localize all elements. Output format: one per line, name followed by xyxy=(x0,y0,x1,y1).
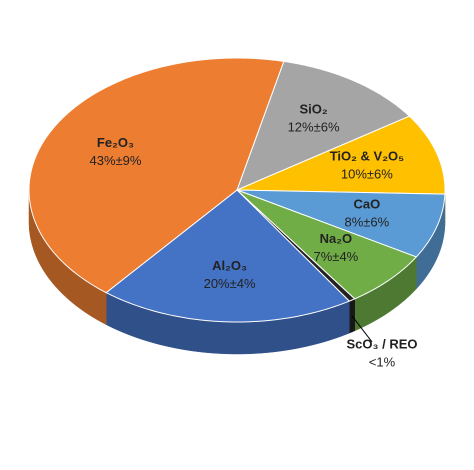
slice xyxy=(28,57,285,294)
slice-label: ScO₃ / REO xyxy=(346,336,417,351)
value-label: 20%±4% xyxy=(204,276,256,291)
slice-label: TiO₂ & V₂O₅ xyxy=(330,149,404,164)
slice xyxy=(236,115,446,195)
value-label: 12%±6% xyxy=(288,120,340,135)
value-label: 10%±6% xyxy=(341,167,393,182)
slice-label: SiO₂ xyxy=(299,102,327,117)
slice-label: Fe₂O₃ xyxy=(97,135,134,150)
slice xyxy=(236,189,418,300)
slice-label: CaO xyxy=(354,196,381,211)
slice xyxy=(236,189,446,258)
value-label: 43%±9% xyxy=(89,153,141,168)
slice-label: Al₂O₃ xyxy=(212,258,247,273)
slice xyxy=(105,189,351,323)
slice-label: Na₂O xyxy=(320,231,353,246)
value-label: 7%±4% xyxy=(314,249,359,264)
slice-side xyxy=(349,298,355,334)
leader-line xyxy=(351,315,373,343)
value-label: 8%±6% xyxy=(345,214,390,229)
slice xyxy=(236,60,411,191)
value-label: <1% xyxy=(369,354,396,369)
